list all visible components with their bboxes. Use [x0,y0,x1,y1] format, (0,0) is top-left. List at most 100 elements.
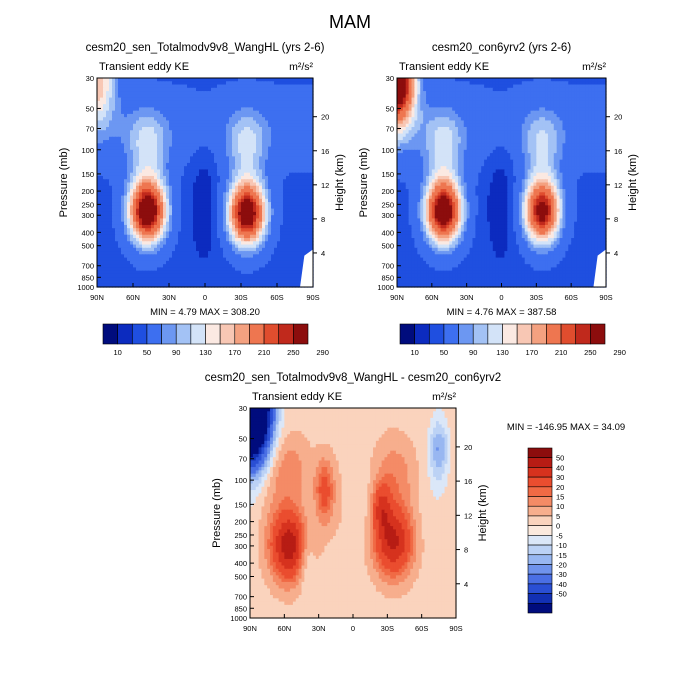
field-cell [190,110,194,115]
field-cell [193,241,197,246]
field-cell [142,175,146,180]
field-cell [109,189,113,193]
field-cell [307,166,311,171]
field-cell [97,100,101,105]
field-cell [271,211,275,216]
field-cell [301,189,305,193]
field-cell [229,78,233,82]
field-cell [226,162,230,167]
field-cell [307,91,311,95]
field-cell [175,159,179,164]
y-axis-label: Pressure (mb) [58,148,70,218]
field-cell [542,78,546,82]
field-cell [97,84,101,89]
field-cell [133,215,137,220]
field-cell [262,179,266,184]
field-cell [223,143,227,148]
field-cell [154,81,158,86]
field-cell [259,107,263,112]
field-cell [247,267,251,272]
field-cell [142,185,146,190]
field-cell [235,104,239,108]
field-cell [304,166,308,171]
field-cell [166,78,170,82]
field-cell [298,126,302,131]
field-cell [265,153,269,157]
field-cell [139,162,143,167]
field-cell [187,202,191,206]
field-cell [172,81,176,86]
field-cell [103,215,107,220]
field-cell [175,205,179,210]
field-cell [193,169,197,174]
field-cell [241,113,245,118]
field-cell [232,166,236,171]
field-cell [184,218,188,223]
field-cell [157,97,161,102]
field-cell [235,166,239,171]
field-cell [310,221,314,226]
field-cell [109,267,113,272]
field-cell [247,159,251,164]
field-cell [205,280,209,285]
field-cell [265,78,269,82]
field-cell [292,215,296,220]
field-cell [229,133,233,138]
field-cell [130,195,134,200]
field-cell [193,221,197,226]
field-cell [193,133,197,138]
field-cell [184,234,188,239]
field-cell [181,159,185,164]
field-cell [220,234,224,239]
field-cell [121,159,125,164]
field-cell [298,228,302,233]
field-cell [229,198,233,203]
field-cell [455,81,459,86]
field-cell [160,185,164,190]
field-cell [199,140,203,144]
field-cell [190,130,194,135]
field-cell [163,140,167,144]
field-cell [103,264,107,269]
field-cell [241,202,245,206]
field-cell [304,153,308,157]
field-cell [139,136,143,141]
field-cell [262,247,266,252]
field-cell [190,202,194,206]
field-cell [127,166,131,171]
field-cell [292,270,296,275]
field-cell [211,107,215,112]
field-cell [304,205,308,210]
field-cell [292,162,296,167]
field-cell [124,156,128,161]
field-cell [292,87,296,92]
field-cell [417,78,421,82]
field-cell [211,264,215,269]
field-cell [238,224,242,229]
field-cell [109,94,113,99]
field-cell [265,280,269,285]
field-cell [229,162,233,167]
field-cell [501,78,505,82]
field-cell [187,140,191,144]
field-cell [208,224,212,229]
field-cell [172,205,176,210]
field-cell [109,228,113,233]
field-cell [142,91,146,95]
field-cell [175,133,179,138]
field-cell [145,87,149,92]
field-cell [130,205,134,210]
field-cell [310,172,314,177]
field-cell [277,110,281,115]
field-cell [256,185,260,190]
field-cell [175,169,179,174]
field-cell [166,205,170,210]
field-cell [118,257,122,262]
field-cell [310,149,314,154]
field-cell [271,224,275,229]
field-cell [172,87,176,92]
field-cell [271,247,275,252]
field-cell [229,195,233,200]
field-cell [196,231,200,236]
field-cell [136,234,140,239]
